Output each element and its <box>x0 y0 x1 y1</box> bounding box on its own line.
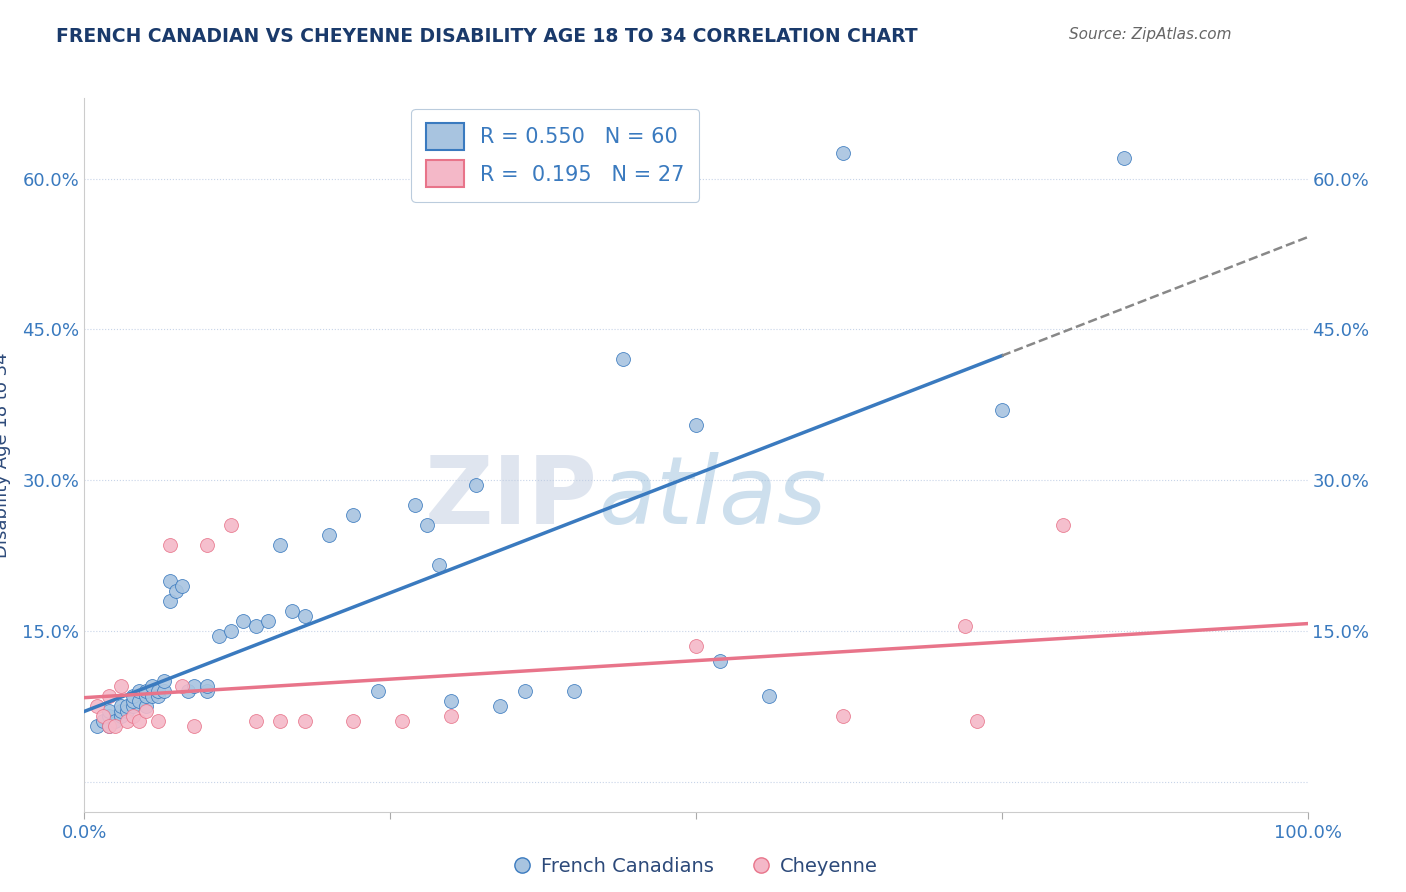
Point <box>135 704 157 718</box>
Point <box>115 704 138 718</box>
Point <box>440 694 463 708</box>
Point <box>1052 518 1074 533</box>
Point <box>342 714 364 729</box>
Point <box>153 684 176 698</box>
Point <box>294 608 316 623</box>
Point <box>232 614 254 628</box>
Point <box>122 694 145 708</box>
Point <box>562 684 585 698</box>
Point <box>953 619 976 633</box>
Point <box>159 538 181 552</box>
Point <box>141 679 163 693</box>
Text: ZIP: ZIP <box>425 451 598 544</box>
Point <box>141 689 163 703</box>
Point <box>183 679 205 693</box>
Point <box>281 604 304 618</box>
Text: FRENCH CANADIAN VS CHEYENNE DISABILITY AGE 18 TO 34 CORRELATION CHART: FRENCH CANADIAN VS CHEYENNE DISABILITY A… <box>56 27 918 45</box>
Legend: French Canadians, Cheyenne: French Canadians, Cheyenne <box>506 849 886 884</box>
Point <box>966 714 988 729</box>
Point <box>110 699 132 714</box>
Point <box>97 704 120 718</box>
Point <box>97 709 120 723</box>
Y-axis label: Disability Age 18 to 34: Disability Age 18 to 34 <box>0 352 11 558</box>
Point <box>245 619 267 633</box>
Point <box>153 674 176 689</box>
Point <box>195 538 218 552</box>
Point <box>110 679 132 693</box>
Point <box>404 498 426 512</box>
Point <box>208 629 231 643</box>
Point <box>427 558 450 573</box>
Point <box>86 699 108 714</box>
Point <box>159 574 181 588</box>
Point <box>135 689 157 703</box>
Point <box>97 719 120 733</box>
Point <box>269 714 291 729</box>
Point <box>416 518 439 533</box>
Point <box>104 714 127 729</box>
Point <box>146 684 169 698</box>
Point <box>172 578 194 592</box>
Text: Source: ZipAtlas.com: Source: ZipAtlas.com <box>1069 27 1232 42</box>
Point <box>612 352 634 367</box>
Point <box>128 714 150 729</box>
Point <box>146 689 169 703</box>
Point <box>257 614 280 628</box>
Point <box>342 508 364 523</box>
Point <box>685 639 707 653</box>
Point <box>709 654 731 668</box>
Point <box>110 709 132 723</box>
Point <box>464 478 486 492</box>
Point <box>195 679 218 693</box>
Point <box>177 684 200 698</box>
Point <box>146 714 169 729</box>
Point <box>91 709 114 723</box>
Point <box>97 689 120 703</box>
Point <box>219 518 242 533</box>
Point <box>183 719 205 733</box>
Point <box>219 624 242 638</box>
Point <box>831 146 853 161</box>
Point <box>245 714 267 729</box>
Point <box>269 538 291 552</box>
Point <box>135 684 157 698</box>
Point <box>294 714 316 729</box>
Point <box>440 709 463 723</box>
Point <box>991 402 1014 417</box>
Point <box>758 689 780 703</box>
Point <box>165 583 187 598</box>
Point <box>135 699 157 714</box>
Point <box>318 528 340 542</box>
Point <box>1114 152 1136 166</box>
Point <box>122 689 145 703</box>
Point <box>367 684 389 698</box>
Point <box>97 719 120 733</box>
Point <box>110 704 132 718</box>
Point <box>115 699 138 714</box>
Point <box>91 714 114 729</box>
Point <box>172 679 194 693</box>
Point <box>128 694 150 708</box>
Text: atlas: atlas <box>598 452 827 543</box>
Point <box>122 709 145 723</box>
Point <box>391 714 413 729</box>
Point <box>159 593 181 607</box>
Point <box>489 699 512 714</box>
Point <box>128 684 150 698</box>
Point <box>513 684 536 698</box>
Point <box>685 417 707 432</box>
Point <box>831 709 853 723</box>
Point <box>86 719 108 733</box>
Point <box>104 719 127 733</box>
Point <box>122 699 145 714</box>
Point <box>195 684 218 698</box>
Point <box>115 714 138 729</box>
